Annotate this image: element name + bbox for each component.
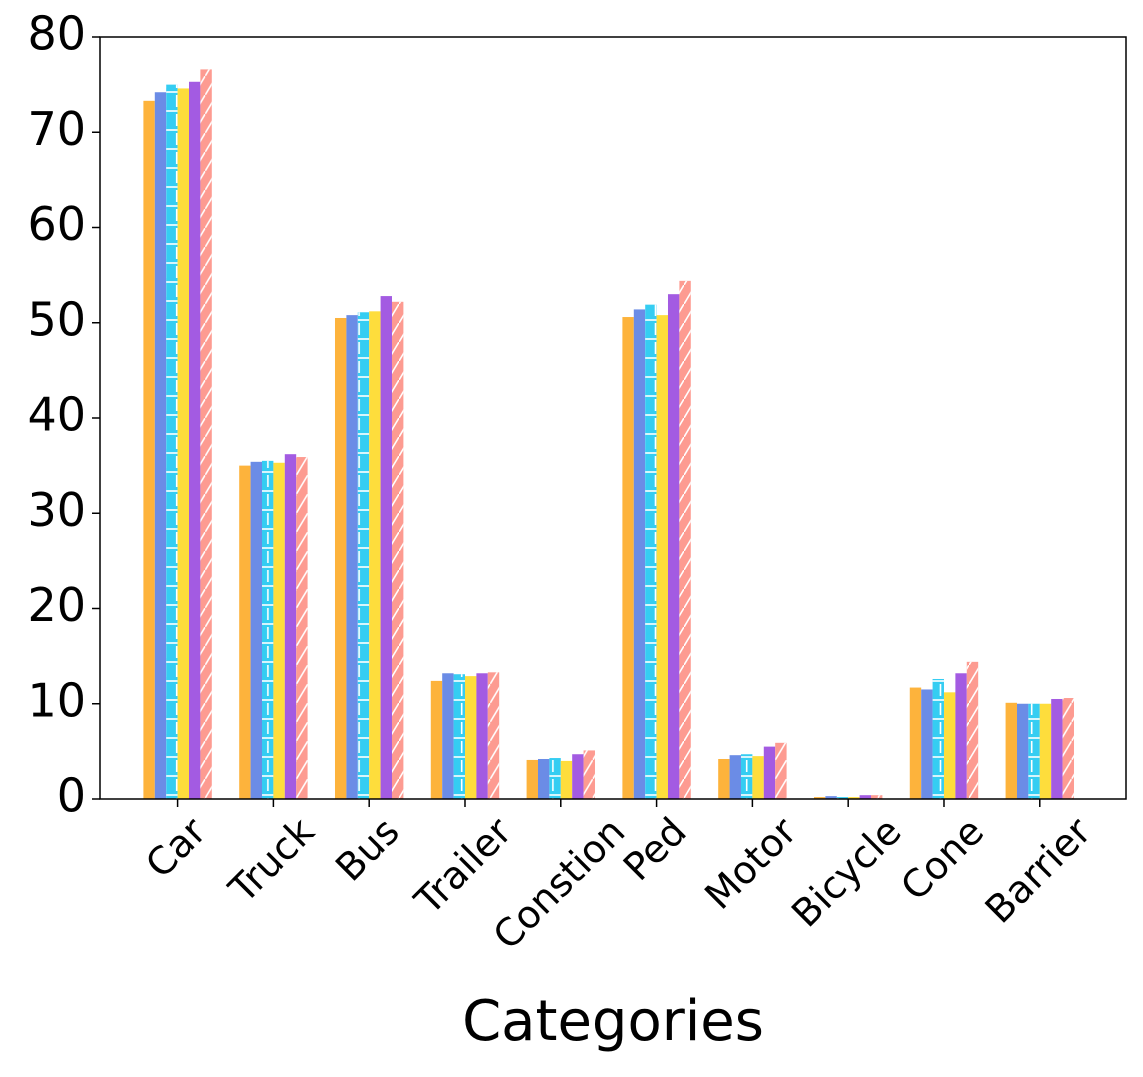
bar: [1005, 702, 1017, 799]
x-tick-label: Truck: [220, 809, 323, 912]
bar: [239, 465, 251, 799]
bar-hatch: [261, 460, 274, 799]
x-tick-label: Car: [137, 809, 215, 887]
bar: [250, 461, 262, 799]
bar-hatch: [487, 672, 500, 799]
bar: [763, 746, 776, 799]
bar: [813, 797, 826, 799]
bar-hatch: [549, 758, 561, 799]
x-tick-label: Ped: [615, 809, 695, 889]
bar: [955, 673, 967, 799]
bar: [667, 294, 680, 799]
bar: [369, 311, 381, 799]
x-tick-label: Trailer: [406, 809, 521, 924]
y-tick-label: 20: [27, 578, 86, 632]
bar: [177, 88, 189, 799]
bar-hatch: [645, 304, 657, 799]
bar-hatch: [1028, 703, 1040, 799]
y-tick-label: 60: [27, 197, 86, 251]
bar-hatch: [932, 678, 944, 799]
bar: [560, 760, 573, 799]
bar-hatch: [870, 795, 883, 799]
bar-hatch: [966, 661, 979, 799]
bar: [526, 759, 538, 799]
bar: [334, 317, 347, 799]
bar-hatch: [296, 457, 308, 799]
bar-hatch: [1062, 698, 1074, 799]
x-tick-label: Barrier: [977, 809, 1100, 932]
x-tick-label: Bicycle: [783, 809, 909, 935]
bar: [825, 796, 837, 799]
bar-hatch: [740, 754, 753, 799]
bar-hatch: [836, 797, 849, 799]
y-tick-label: 0: [57, 769, 86, 823]
y-tick-label: 40: [27, 388, 86, 442]
bar: [848, 797, 860, 799]
bar-hatch: [166, 84, 178, 799]
bar: [622, 317, 634, 799]
y-tick-label: 30: [27, 483, 86, 537]
x-axis-label: Categories: [462, 989, 764, 1054]
y-tick-label: 70: [27, 102, 86, 156]
bar: [284, 454, 297, 799]
bar: [537, 758, 550, 799]
x-tick-label: Cone: [892, 809, 992, 909]
bar-hatch: [391, 301, 404, 799]
bar: [921, 689, 933, 799]
bar-hatch: [453, 674, 465, 799]
bar: [188, 81, 201, 799]
bar: [1016, 703, 1029, 799]
bar: [572, 754, 584, 799]
bar: [656, 315, 668, 799]
bar: [633, 309, 646, 799]
y-tick-label: 80: [27, 7, 86, 61]
bar: [729, 755, 741, 799]
bar: [752, 756, 764, 799]
bar-hatch: [357, 312, 370, 799]
x-tick-label: Bus: [327, 809, 408, 890]
plot-frame: [99, 36, 1127, 800]
bar: [859, 795, 871, 799]
bar-hatch: [775, 742, 787, 799]
bar: [154, 92, 167, 800]
bar: [380, 296, 392, 799]
bar-hatch: [200, 69, 212, 799]
bar: [476, 673, 488, 799]
y-tick-label: 10: [27, 673, 86, 727]
y-tick-label: 50: [27, 292, 86, 346]
bar: [273, 462, 285, 799]
bar-hatch: [583, 750, 595, 799]
bar: [1051, 698, 1063, 799]
bar: [1039, 703, 1052, 799]
bar: [346, 315, 358, 799]
bar: [464, 676, 477, 799]
bar: [909, 687, 922, 799]
bar: [442, 673, 454, 799]
bar-hatch: [679, 280, 691, 800]
bar: [943, 692, 956, 799]
bar: [718, 758, 730, 799]
bar: [143, 100, 155, 799]
bar: [430, 680, 443, 799]
